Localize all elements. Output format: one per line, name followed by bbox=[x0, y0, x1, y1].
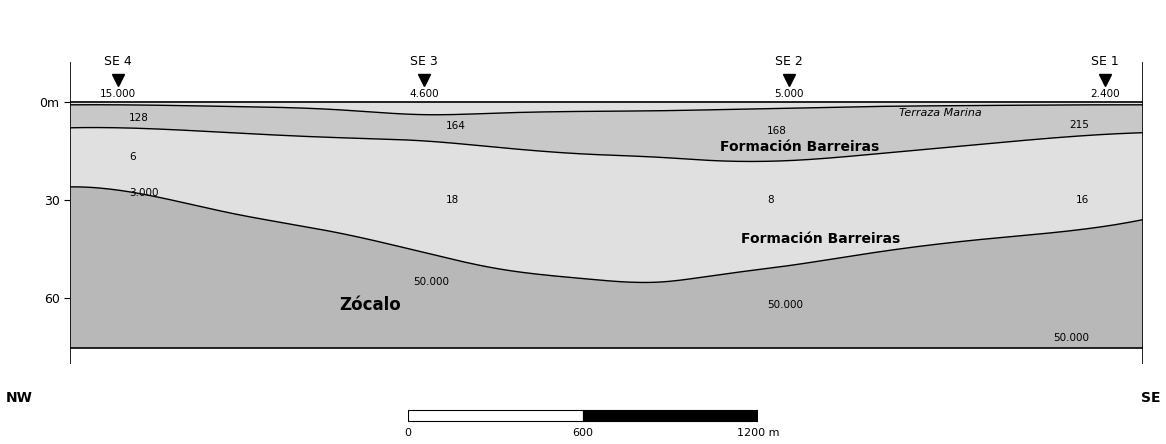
Bar bbox=[408, 410, 583, 421]
Text: Formación Barreiras: Formación Barreiras bbox=[719, 140, 879, 155]
Text: SE 1: SE 1 bbox=[1091, 55, 1119, 68]
Text: 128: 128 bbox=[129, 113, 149, 123]
Text: SE: SE bbox=[1140, 391, 1160, 405]
Text: SE 3: SE 3 bbox=[410, 55, 437, 68]
Text: SE 4: SE 4 bbox=[105, 55, 132, 68]
Text: 215: 215 bbox=[1069, 119, 1089, 130]
Text: 5.000: 5.000 bbox=[774, 89, 803, 99]
Bar bbox=[583, 410, 758, 421]
Text: 600: 600 bbox=[573, 428, 593, 438]
Text: 168: 168 bbox=[767, 126, 787, 136]
Text: 0: 0 bbox=[405, 428, 412, 438]
Polygon shape bbox=[70, 102, 1143, 115]
Text: 8: 8 bbox=[767, 195, 774, 205]
Text: Terraza Marina: Terraza Marina bbox=[899, 108, 982, 118]
Text: 4.600: 4.600 bbox=[409, 89, 438, 99]
Text: 1200 m: 1200 m bbox=[737, 428, 779, 438]
Text: 50.000: 50.000 bbox=[1053, 333, 1089, 343]
Text: 50.000: 50.000 bbox=[767, 300, 803, 310]
Text: 18: 18 bbox=[445, 195, 458, 205]
Text: Zócalo: Zócalo bbox=[339, 296, 401, 314]
Text: SE 2: SE 2 bbox=[775, 55, 802, 68]
Polygon shape bbox=[70, 187, 1143, 348]
Text: 3.000: 3.000 bbox=[129, 188, 159, 198]
Text: 15.000: 15.000 bbox=[100, 89, 136, 99]
Polygon shape bbox=[70, 127, 1143, 282]
Text: 16: 16 bbox=[1076, 195, 1089, 205]
Text: 6: 6 bbox=[129, 152, 135, 163]
Polygon shape bbox=[70, 105, 1143, 162]
Text: 164: 164 bbox=[445, 121, 465, 131]
Text: NW: NW bbox=[6, 391, 33, 405]
Text: 50.000: 50.000 bbox=[413, 277, 449, 287]
Text: Formación Barreiras: Formación Barreiras bbox=[742, 232, 900, 246]
Text: 2.400: 2.400 bbox=[1090, 89, 1121, 99]
